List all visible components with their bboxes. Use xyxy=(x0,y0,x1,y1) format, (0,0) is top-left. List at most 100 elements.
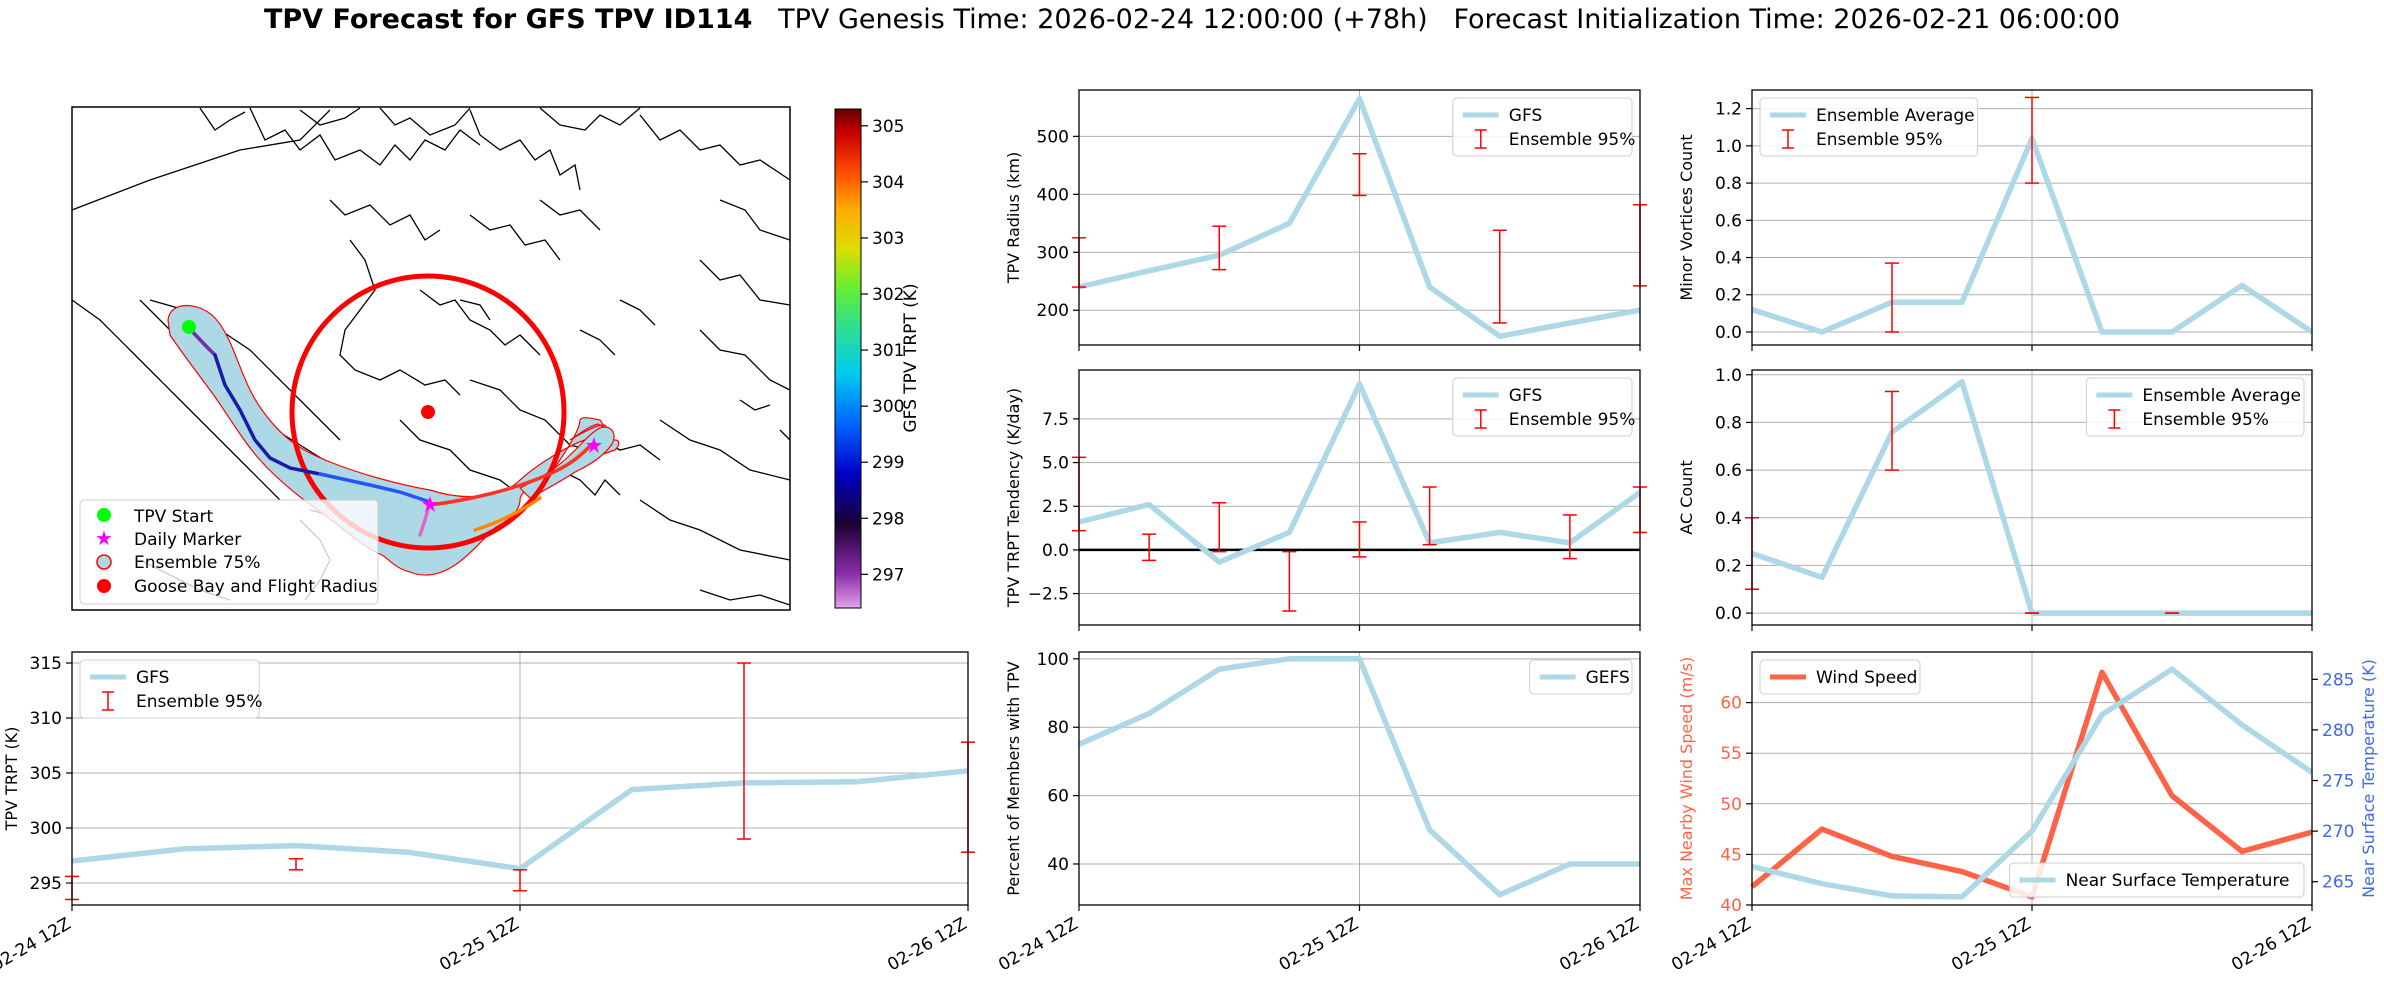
wind-legend: Near Surface Temperature xyxy=(2009,862,2305,898)
members-legend: GEFS xyxy=(1529,659,1633,695)
trpt-y-label: TPV TRPT (K) xyxy=(2,727,21,832)
tendency-legend-label: GFS xyxy=(1509,386,1542,406)
minor-ytick-label: 1.2 xyxy=(1715,100,1742,120)
trpt-ytick-label: 310 xyxy=(30,709,62,729)
colorbar-tick-label: 299 xyxy=(872,453,904,473)
wind-y2tick-label: 285 xyxy=(2322,670,2354,690)
trpt-legend: GFS Ensemble 95% xyxy=(79,659,263,719)
wind-y2tick-label: 275 xyxy=(2322,772,2354,792)
wind-xtick-label: 02-25 12Z xyxy=(1948,914,2034,975)
members-ytick-label: 40 xyxy=(1047,855,1069,875)
colorbar: 297 298 299 300 301 302 303 304 305 GFS TPV TRPT… xyxy=(834,108,921,609)
minor-error-bar xyxy=(2025,96,2039,184)
tendency-ytick-label: 2.5 xyxy=(1042,497,1069,517)
goose-bay-marker xyxy=(421,405,435,419)
title-tpv-id: TPV Forecast for GFS TPV ID114 xyxy=(263,4,753,35)
legend-swatch-ensemble xyxy=(96,554,112,570)
trpt-series-line xyxy=(71,768,969,872)
tendency-legend: GFS Ensemble 95% xyxy=(1452,377,1636,437)
trpt-ytick-label: 305 xyxy=(30,764,62,784)
ac-ytick-label: 0.2 xyxy=(1715,556,1742,576)
trpt-frame xyxy=(71,651,969,906)
colorbar-tick-label: 301 xyxy=(872,341,904,361)
flight-radius-circle xyxy=(289,273,567,551)
legend-label-goose-bay: Goose Bay and Flight Radius xyxy=(134,577,378,597)
wind-xtick-label: 02-24 12Z xyxy=(1668,914,1754,975)
daily-marker-1 xyxy=(422,496,438,512)
legend-swatch-daily: ★ xyxy=(95,526,113,550)
legend-swatch-start xyxy=(97,508,111,522)
tendency-frame xyxy=(1078,369,1641,626)
tendency-error-bar xyxy=(1422,486,1437,546)
minor-ytick-label: 0.0 xyxy=(1715,323,1742,343)
tpv-start-marker xyxy=(182,320,196,334)
minor-frame xyxy=(1751,89,2313,346)
members-frame xyxy=(1078,651,1641,906)
trpt-error-bar xyxy=(289,858,303,871)
daily-marker-2 xyxy=(586,437,602,453)
wind-legend: Wind Speed xyxy=(1759,659,1921,695)
colorbar-tick-label: 297 xyxy=(872,565,904,585)
wind-y2tick-label: 280 xyxy=(2322,721,2354,741)
tpv-track xyxy=(186,325,596,537)
radius-legend: GFS Ensemble 95% xyxy=(1452,97,1636,157)
radius-legend-label: Ensemble 95% xyxy=(1509,130,1636,150)
figure-title: TPV Forecast for GFS TPV ID114 TPV Genes… xyxy=(0,4,2384,35)
minor-ytick-label: 1.0 xyxy=(1715,137,1742,157)
map-frame xyxy=(71,106,791,611)
tendency-ytick-label: 5.0 xyxy=(1042,454,1069,474)
colorbar-tick-label: 302 xyxy=(872,285,904,305)
members-ytick-label: 80 xyxy=(1047,718,1069,738)
radius-panel: 200 300 400 500 TPV Radius (km) GFS Ensemble 9… xyxy=(1004,89,1647,351)
minor-legend: Ensemble Average Ensemble 95% xyxy=(1759,97,1979,157)
radius-ytick-label: 300 xyxy=(1037,243,1069,263)
trpt-ytick-label: 315 xyxy=(30,654,62,674)
tendency-ytick-label: −2.5 xyxy=(1028,585,1069,605)
tendency-ytick-label: 0.0 xyxy=(1042,541,1069,561)
trpt-panel: 295 300 305 310 315 02-24 12Z 02-25 12Z 02-26 1… xyxy=(0,651,975,975)
trpt-ytick-label: 300 xyxy=(30,819,62,839)
ac-ytick-label: 0.8 xyxy=(1715,413,1742,433)
tendency-error-bar xyxy=(1142,533,1157,562)
wind-ytick-label: 50 xyxy=(1720,795,1742,815)
wind-y-label: Max Nearby Wind Speed (m/s) xyxy=(1677,657,1696,900)
wind-y2tick-label: 270 xyxy=(2322,822,2354,842)
map-legend: ★ TPV Start Daily Marker Ensemble 75% Go… xyxy=(79,499,379,605)
ac-legend-label: Ensemble 95% xyxy=(2142,410,2269,430)
wind-ytick-label: 55 xyxy=(1720,744,1742,764)
tendency-panel: −2.5 0.0 2.5 5.0 7.5 TPV TRPT Tendency (K/day… xyxy=(1004,369,1647,631)
wind-ytick-label: 45 xyxy=(1720,845,1742,865)
ac-frame xyxy=(1751,369,2313,626)
title-init-time: Forecast Initialization Time: 2026-02-21… xyxy=(1453,4,2121,35)
ac-ytick-label: 0.6 xyxy=(1715,461,1742,481)
legend-label-start: TPV Start xyxy=(133,507,214,527)
legend-swatch-goose-bay xyxy=(97,579,111,593)
trpt-xtick-label: 02-24 12Z xyxy=(0,914,75,975)
radius-frame xyxy=(1078,89,1641,346)
minor-y-label: Minor Vortices Count xyxy=(1677,134,1696,300)
tendency-error-bar xyxy=(1212,501,1227,553)
ac-error-bar xyxy=(1885,390,1899,471)
colorbar-tick-label: 303 xyxy=(872,229,904,249)
trpt-xtick-label: 02-26 12Z xyxy=(884,914,970,975)
wind-ytick-label: 60 xyxy=(1720,694,1742,714)
minor-ytick-label: 0.8 xyxy=(1715,174,1742,194)
wind-legend-label: Wind Speed xyxy=(1816,668,1917,688)
ac-legend: Ensemble Average Ensemble 95% xyxy=(2085,377,2305,437)
title-genesis-time: TPV Genesis Time: 2026-02-24 12:00:00 (+… xyxy=(778,4,1428,35)
wind-series-line xyxy=(1751,666,2314,900)
radius-ytick-label: 200 xyxy=(1037,301,1069,321)
minor-ytick-label: 0.4 xyxy=(1715,249,1742,269)
legend-label-ensemble: Ensemble 75% xyxy=(134,553,261,573)
minor-ytick-label: 0.6 xyxy=(1715,211,1742,231)
wind-y2-label: Near Surface Temperature (K) xyxy=(2359,659,2378,898)
colorbar-tick-label: 305 xyxy=(872,117,904,137)
radius-error-bar xyxy=(1352,153,1367,197)
radius-y-label: TPV Radius (km) xyxy=(1004,152,1023,285)
wind-frame xyxy=(1751,651,2313,906)
minor-error-bar xyxy=(1885,262,1899,333)
trpt-legend-label: GFS xyxy=(136,668,169,688)
tendency-ytick-label: 7.5 xyxy=(1042,410,1069,430)
tendency-legend-label: Ensemble 95% xyxy=(1509,410,1636,430)
